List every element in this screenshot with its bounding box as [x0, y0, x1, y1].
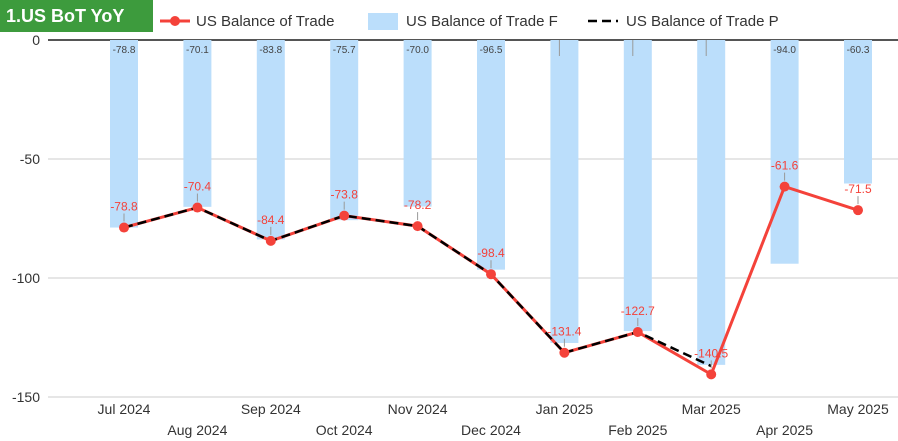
legend-marker-icon — [170, 16, 180, 26]
bar — [697, 40, 726, 365]
bar — [183, 40, 212, 207]
legend-label: US Balance of Trade F — [406, 13, 558, 30]
bar-label: -75.7 — [333, 45, 356, 56]
data-label: -84.4 — [257, 213, 285, 227]
data-label: -73.8 — [331, 188, 359, 202]
x-tick-label: Jan 2025 — [536, 401, 594, 417]
data-label: -131.4 — [547, 325, 581, 339]
data-point — [412, 221, 423, 232]
y-tick-label: -100 — [12, 270, 40, 286]
data-point — [192, 202, 203, 213]
data-label: -78.8 — [110, 200, 138, 214]
x-tick-label: Aug 2024 — [167, 422, 227, 438]
legend-label: US Balance of Trade — [196, 13, 334, 30]
data-point — [486, 269, 496, 280]
x-tick-label: Jul 2024 — [98, 401, 151, 417]
bar — [550, 40, 579, 343]
data-point — [779, 181, 790, 192]
data-label: -78.2 — [404, 198, 432, 212]
data-label: -140.5 — [694, 346, 728, 360]
data-label: -71.5 — [844, 182, 872, 196]
y-tick-label: 0 — [32, 32, 40, 48]
data-point — [265, 235, 276, 246]
y-tick-label: -150 — [12, 389, 40, 405]
bar-label: -78.8 — [113, 45, 136, 56]
data-point — [339, 210, 350, 221]
bar — [110, 40, 138, 228]
x-tick-label: May 2025 — [827, 401, 889, 417]
y-tick-label: -50 — [20, 151, 40, 167]
data-label: -122.7 — [621, 304, 655, 318]
data-label: -70.4 — [184, 180, 212, 194]
bar-label: -96.5 — [480, 45, 503, 56]
bar — [477, 40, 505, 270]
data-label: -61.6 — [771, 159, 799, 173]
data-point — [119, 222, 129, 233]
line-projection — [123, 206, 712, 368]
x-tick-label: Nov 2024 — [388, 401, 448, 417]
bar-label: -94.0 — [773, 45, 796, 56]
x-tick-label: Sep 2024 — [241, 401, 301, 417]
x-tick-label: Mar 2025 — [682, 401, 741, 417]
x-tick-label: Apr 2025 — [756, 422, 813, 438]
data-label: -98.4 — [477, 246, 505, 260]
chart-title: 1.US BoT YoY — [0, 0, 153, 32]
legend-bar-icon — [368, 13, 398, 30]
data-point — [706, 369, 717, 380]
bar-label: -70.1 — [186, 45, 209, 56]
bar — [770, 40, 799, 264]
data-point — [632, 327, 643, 338]
bar — [844, 40, 872, 184]
bar — [623, 40, 652, 332]
data-point — [559, 347, 570, 358]
bar-label: -70.0 — [406, 45, 429, 56]
bar-label: -60.3 — [847, 45, 870, 56]
bar — [330, 40, 359, 221]
x-tick-label: Feb 2025 — [608, 422, 667, 438]
x-tick-label: Oct 2024 — [316, 422, 373, 438]
bar — [403, 40, 432, 207]
data-point — [853, 205, 863, 216]
bar — [256, 40, 285, 240]
x-tick-label: Dec 2024 — [461, 422, 521, 438]
legend-label: US Balance of Trade P — [626, 13, 779, 30]
bar-label: -83.8 — [259, 45, 282, 56]
